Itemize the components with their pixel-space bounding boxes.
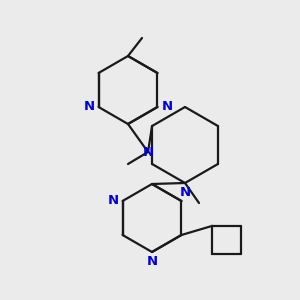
Text: N: N [142, 146, 154, 158]
Text: N: N [146, 255, 158, 268]
Text: N: N [107, 194, 118, 208]
Text: N: N [83, 100, 94, 113]
Text: N: N [161, 100, 172, 113]
Text: N: N [179, 186, 191, 199]
